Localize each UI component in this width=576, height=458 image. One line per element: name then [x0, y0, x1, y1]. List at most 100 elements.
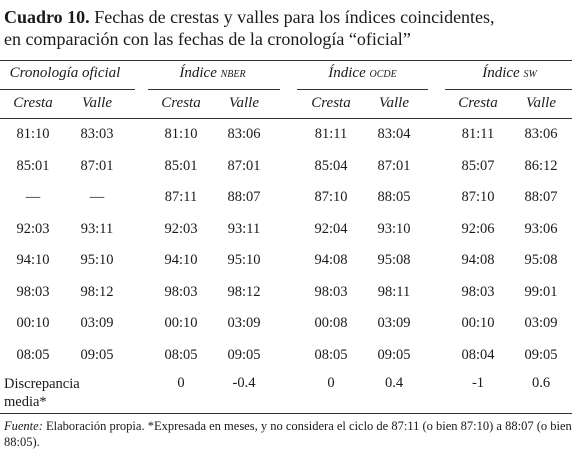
cell: 98:03: [461, 283, 495, 300]
cell: 0: [327, 375, 335, 391]
cell: 92:06: [461, 220, 495, 237]
cell: 85:01: [164, 157, 198, 174]
cell: 95:10: [80, 252, 114, 268]
rule: [0, 60, 572, 61]
cell: 08:04: [461, 346, 495, 363]
cell: 85:01: [16, 157, 50, 174]
cell: 03:09: [377, 315, 411, 331]
cell: 93:11: [80, 220, 114, 237]
cell: 92:04: [314, 220, 348, 237]
subheader: Cresta: [13, 95, 53, 111]
cell: 95:08: [524, 252, 558, 268]
cell: 83:06: [524, 126, 558, 142]
group-name: Índice: [328, 65, 366, 81]
cell: 09:05: [524, 346, 558, 363]
cell: —: [25, 189, 41, 205]
cell: 88:05: [377, 189, 411, 205]
subheader: Valle: [229, 95, 259, 111]
group-header: Índice OCDE: [328, 65, 396, 82]
cell: 00:10: [16, 315, 50, 331]
cell: 88:07: [227, 189, 261, 205]
subheader: Valle: [526, 95, 556, 111]
cell: 09:05: [227, 346, 261, 363]
cell: 00:10: [461, 315, 495, 331]
cell: 87:10: [461, 189, 495, 205]
cell: 83:03: [80, 126, 114, 142]
cell: 09:05: [377, 346, 411, 363]
cell: 94:08: [314, 252, 348, 268]
cell: 00:08: [314, 315, 348, 331]
cell: 87:01: [80, 157, 114, 174]
cell: 03:09: [524, 315, 558, 331]
cell: 98:03: [164, 283, 198, 300]
cell: 85:07: [461, 157, 495, 174]
cell: 03:09: [80, 315, 114, 331]
cell: 98:03: [16, 283, 50, 300]
cell: 98:12: [227, 283, 261, 300]
group-suffix: OCDE: [369, 69, 397, 80]
rule: [0, 89, 135, 90]
cell: 08:05: [16, 346, 50, 363]
cell: 03:09: [227, 315, 261, 331]
group-name: Cronología oficial: [9, 65, 121, 81]
title-line: en comparación con las fechas de la cron…: [4, 29, 411, 49]
cell: 98:11: [377, 283, 411, 300]
group-header: Índice NBER: [179, 65, 245, 82]
rule: [297, 89, 428, 90]
subheader: Cresta: [311, 95, 351, 111]
cell: 83:04: [377, 126, 411, 142]
cell: 95:10: [227, 252, 261, 268]
title-label: Cuadro 10.: [4, 7, 90, 27]
subheader: Valle: [379, 95, 409, 111]
cell: 83:06: [227, 126, 261, 142]
cell: 94:10: [16, 252, 50, 268]
cell: 88:07: [524, 189, 558, 205]
cell: —: [89, 189, 105, 205]
cell: 92:03: [16, 220, 50, 237]
cell: 92:03: [164, 220, 198, 237]
cell: 99:01: [524, 283, 558, 300]
cell: 81:10: [164, 126, 198, 142]
cell: 85:04: [314, 157, 348, 174]
cell: -0.4: [232, 375, 256, 391]
cell: -1: [471, 375, 485, 391]
footnote: Fuente: Elaboración propia. *Expresada e…: [4, 418, 572, 450]
cell: 00:10: [164, 315, 198, 331]
cell: 93:11: [227, 220, 261, 237]
cell: 0: [177, 375, 185, 391]
cell: 81:11: [461, 126, 495, 142]
footnote-text: Elaboración propia. *Expresada en meses,…: [4, 419, 572, 449]
group-name: Índice: [179, 65, 217, 81]
cell: 87:11: [164, 189, 198, 205]
cell: 09:05: [80, 346, 114, 363]
rule: [148, 89, 280, 90]
cell: 0.4: [384, 375, 404, 391]
title: Cuadro 10. Fechas de crestas y valles pa…: [4, 6, 495, 50]
cell: 94:08: [461, 252, 495, 268]
cell: 93:10: [377, 220, 411, 237]
cell: 81:10: [16, 126, 50, 142]
cell: 87:01: [227, 157, 261, 174]
cell: 98:03: [314, 283, 348, 300]
rule: [445, 89, 572, 90]
cell: 87:10: [314, 189, 348, 205]
title-line: Fechas de crestas y valles para los índi…: [94, 7, 495, 27]
subheader: Valle: [82, 95, 112, 111]
subheader: Cresta: [161, 95, 201, 111]
discrepancy-label: Discrepancia media*: [4, 376, 80, 410]
cell: 08:05: [164, 346, 198, 363]
subheader: Cresta: [458, 95, 498, 111]
cell: 08:05: [314, 346, 348, 363]
group-suffix: NBER: [220, 69, 246, 80]
cell: 95:08: [377, 252, 411, 268]
group-header: Cronología oficial: [10, 65, 121, 82]
group-header: Índice SW: [482, 65, 537, 82]
group-suffix: SW: [523, 69, 537, 80]
cell: 81:11: [314, 126, 348, 142]
cell: 87:01: [377, 157, 411, 174]
cell: 0.6: [531, 375, 551, 391]
rule: [0, 118, 572, 119]
cell: 93:06: [524, 220, 558, 237]
footnote-label: Fuente:: [4, 419, 43, 433]
